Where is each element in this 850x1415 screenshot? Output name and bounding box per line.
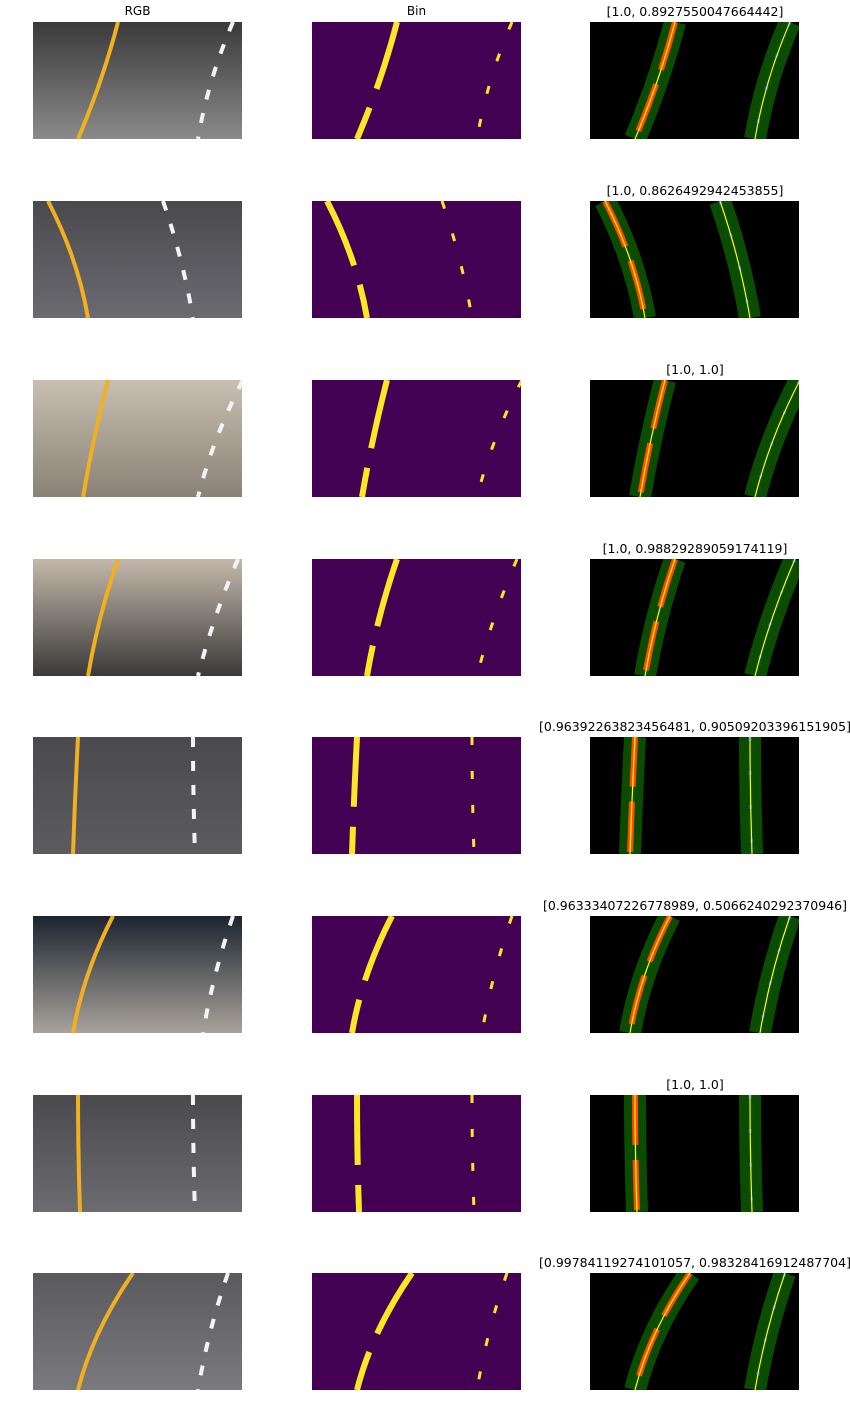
right-fit-line — [754, 559, 796, 676]
binary-right-lane — [475, 22, 514, 139]
confidence-title: [0.96333407226778989, 0.5066240292370946… — [543, 898, 847, 913]
left-fit-line — [604, 201, 646, 318]
binary-right-lane — [480, 916, 514, 1033]
rgb-image — [33, 737, 242, 854]
right-fit-line — [749, 737, 753, 854]
binary-left-lane — [354, 1273, 415, 1390]
yellow-lane-marking — [81, 380, 110, 497]
binary-image — [312, 22, 521, 139]
yellow-lane-marking — [71, 737, 80, 854]
yellow-lane-marking — [76, 1095, 82, 1212]
confidence-title: [1.0, 0.98829289059174119] — [602, 541, 788, 556]
yellow-lane-marking — [71, 916, 115, 1033]
rgb-image — [33, 201, 242, 318]
binary-right-lane — [470, 1095, 476, 1212]
binary-image — [312, 559, 521, 676]
binary-left-lane — [354, 22, 400, 139]
yellow-lane-marking — [76, 1273, 135, 1390]
right-fit-line — [749, 1095, 753, 1212]
yellow-lane-marking — [76, 22, 120, 139]
left-fit-line — [644, 559, 676, 676]
yellow-lane-marking — [86, 559, 120, 676]
rgb-image — [33, 1273, 242, 1390]
binary-left-lane — [359, 380, 390, 497]
lane-fit-image — [590, 737, 799, 854]
rgb-image — [33, 22, 242, 139]
confidence-title: [0.99784119274101057, 0.9832841691248770… — [539, 1255, 850, 1270]
left-fit-line — [634, 1095, 638, 1212]
binary-left-lane — [324, 201, 370, 318]
left-fit-line — [634, 1273, 691, 1390]
lane-fit-image — [590, 1095, 799, 1212]
binary-right-lane — [470, 737, 476, 854]
rgb-image — [33, 559, 242, 676]
rgb-image — [33, 1095, 242, 1212]
white-lane-marking — [191, 737, 197, 854]
lane-fit-image — [590, 201, 799, 318]
binary-right-lane — [440, 201, 474, 318]
confidence-title: [1.0, 0.8927550047664442] — [606, 4, 784, 19]
binary-image — [312, 1095, 521, 1212]
rgb-image — [33, 916, 242, 1033]
left-fit-line — [629, 737, 636, 854]
binary-image — [312, 1273, 521, 1390]
binary-left-lane — [349, 916, 395, 1033]
right-fit-line — [759, 916, 791, 1033]
rgb-image — [33, 380, 242, 497]
right-fit-line — [754, 1273, 786, 1390]
binary-image — [312, 916, 521, 1033]
confidence-title: [1.0, 0.8626492942453855] — [606, 183, 784, 198]
binary-right-lane — [475, 1273, 509, 1390]
lane-fit-image — [590, 559, 799, 676]
lane-fit-image — [590, 1273, 799, 1390]
left-fit-line — [634, 22, 676, 139]
left-fit-line — [629, 916, 671, 1033]
binary-left-lane — [354, 1095, 362, 1212]
right-fit-line — [719, 201, 751, 318]
lane-fit-image — [590, 380, 799, 497]
column-title-rgb: RGB — [124, 4, 151, 18]
binary-image — [312, 380, 521, 497]
lane-fit-image — [590, 916, 799, 1033]
right-fit-line — [754, 380, 799, 497]
binary-left-lane — [349, 737, 360, 854]
binary-image — [312, 737, 521, 854]
yellow-lane-marking — [46, 201, 90, 318]
column-title-bin: Bin — [406, 4, 427, 18]
lane-fit-image — [590, 22, 799, 139]
confidence-title: [1.0, 1.0] — [666, 362, 724, 377]
white-lane-marking — [191, 1095, 197, 1212]
binary-image — [312, 201, 521, 318]
binary-left-lane — [364, 559, 400, 676]
confidence-title: [1.0, 1.0] — [666, 1077, 724, 1092]
left-fit-line — [639, 380, 666, 497]
right-fit-line — [754, 22, 791, 139]
confidence-title: [0.96392263823456481, 0.9050920339615190… — [539, 719, 850, 734]
